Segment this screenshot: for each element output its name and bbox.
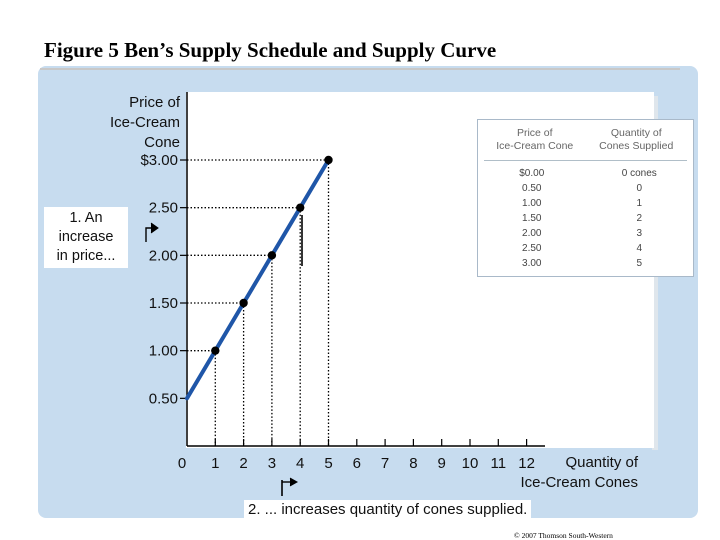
x-tick-label: 11 bbox=[491, 455, 507, 472]
x-tick-label: 5 bbox=[324, 455, 332, 472]
title-divider bbox=[40, 68, 680, 70]
table-row: 2.50 4 bbox=[478, 241, 693, 256]
slide-title: Figure 5 Ben’s Supply Schedule and Suppl… bbox=[44, 38, 497, 62]
x-tick-label: 1 bbox=[211, 455, 219, 472]
copyright-notice: © 2007 Thomson South-Western bbox=[514, 531, 613, 540]
data-point bbox=[211, 346, 220, 355]
quantity-cell: 2 bbox=[636, 213, 643, 224]
data-point bbox=[296, 203, 305, 212]
y-tick-label: 1.50 bbox=[149, 295, 178, 312]
x-tick-label: 4 bbox=[296, 455, 304, 472]
x-tick-label: 0 bbox=[178, 455, 186, 472]
y-tick-label: 2.00 bbox=[149, 247, 178, 264]
table-row: 0.50 0 bbox=[478, 181, 693, 196]
quantity-cell: 0 bbox=[636, 183, 643, 194]
quantity-cell: 5 bbox=[636, 258, 643, 269]
table-row: 3.00 5 bbox=[478, 256, 693, 271]
arrowhead-icon bbox=[150, 222, 159, 234]
price-cell: 0.50 bbox=[522, 183, 542, 194]
x-tick-label: 7 bbox=[381, 455, 389, 472]
data-point bbox=[267, 251, 277, 260]
supply-schedule-table: Price of Ice-Cream Cone Quantity of Cone… bbox=[477, 119, 694, 277]
y-axis-label: Price of Ice-Cream Cone bbox=[109, 94, 180, 151]
table-row: 2.00 3 bbox=[478, 226, 693, 241]
table-row: $0.00 0 cones bbox=[478, 166, 693, 181]
schedule-header-row: Price of Ice-Cream Cone Quantity of Cone… bbox=[484, 120, 687, 161]
quantity-cell: 3 bbox=[636, 228, 643, 239]
price-cell: 1.50 bbox=[522, 213, 542, 224]
table-row: 1.50 2 bbox=[478, 211, 693, 226]
x-tick-label: 9 bbox=[438, 455, 446, 472]
annotation-quantity-increase: 2. ... increases quantity of cones suppl… bbox=[244, 500, 532, 519]
price-cell: 2.00 bbox=[522, 228, 542, 239]
price-cell: $0.00 bbox=[519, 168, 545, 179]
schedule-rows: $0.00 0 cones 0.50 0 1.00 1 1.50 2 2.00 3 2.5… bbox=[478, 161, 693, 271]
x-axis-label: Quantity of Ice-Cream Cones bbox=[520, 454, 638, 491]
quantity-cell: 4 bbox=[636, 243, 643, 254]
x-tick-label: 12 bbox=[518, 455, 535, 472]
x-tick-label: 3 bbox=[268, 455, 276, 472]
y-tick-label: 0.50 bbox=[149, 390, 178, 407]
y-tick-label: $3.00 bbox=[140, 152, 178, 169]
x-tick-label: 10 bbox=[462, 455, 479, 472]
y-tick-label: 1.00 bbox=[149, 343, 178, 360]
annotation-price-increase: 1. An increase in price... bbox=[44, 207, 128, 268]
price-cell: 3.00 bbox=[522, 258, 542, 269]
quantity-cell: 1 bbox=[636, 198, 643, 209]
price-cell: 1.00 bbox=[522, 198, 542, 209]
data-point bbox=[324, 155, 333, 165]
arrowhead-icon bbox=[289, 477, 299, 487]
x-tick-label: 2 bbox=[239, 455, 247, 472]
schedule-header-quantity: Quantity of Cones Supplied bbox=[599, 127, 674, 152]
price-cell: 2.50 bbox=[522, 243, 542, 254]
data-point bbox=[239, 298, 248, 308]
y-tick-label: 2.50 bbox=[149, 200, 178, 217]
quantity-cell: 0 cones bbox=[621, 168, 657, 179]
table-row: 1.00 1 bbox=[478, 196, 693, 211]
x-tick-label: 6 bbox=[353, 455, 361, 472]
x-tick-label: 8 bbox=[409, 455, 417, 472]
schedule-header-price: Price of Ice-Cream Cone bbox=[496, 127, 574, 152]
supply-curve-line bbox=[185, 158, 331, 401]
